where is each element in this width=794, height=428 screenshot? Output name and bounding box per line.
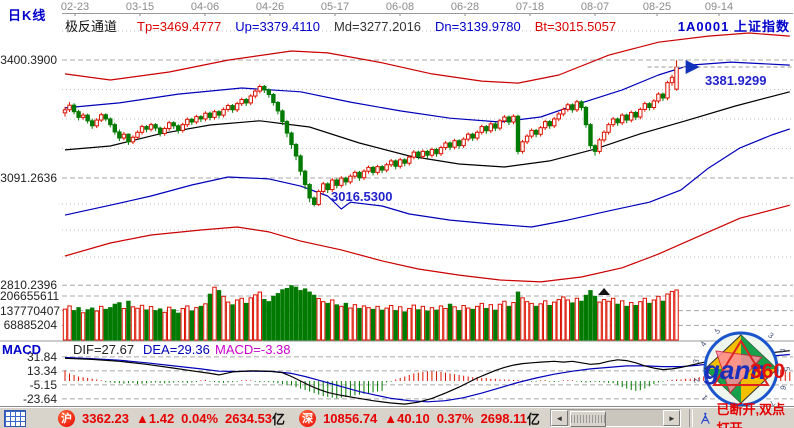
- sz-index-value[interactable]: 10856.74: [323, 410, 378, 426]
- high-price-label: 3381.9299: [705, 73, 767, 88]
- svg-text:3: 3: [692, 358, 701, 364]
- svg-text:6: 6: [778, 384, 788, 392]
- macd-dea-value: DEA=29.36: [143, 342, 210, 357]
- low-price-label: 3016.5300: [331, 189, 393, 204]
- volume-axis-label: 68885204: [3, 318, 57, 332]
- sh-change: ▲1.42: [136, 410, 175, 426]
- indicator-param: Up=3379.4110: [235, 19, 320, 34]
- svg-text:2: 2: [692, 377, 702, 384]
- connection-status[interactable]: 已断开,双点打开.: [716, 402, 786, 428]
- status-bar: 沪 3362.23 ▲1.42 0.04% 2634.53 亿 深 10856.7…: [0, 402, 794, 428]
- date-tick: 03-15: [125, 1, 155, 13]
- svg-text:4: 4: [699, 339, 709, 348]
- sh-percent: 0.04%: [181, 410, 219, 426]
- date-tick: 06-28: [450, 1, 480, 13]
- sz-percent: 0.37%: [436, 410, 474, 426]
- period-label[interactable]: 日K线: [8, 8, 47, 23]
- header-divider: [62, 13, 793, 17]
- connection-icon: [700, 412, 710, 424]
- price-axis-label: 3091.2636: [0, 171, 57, 185]
- date-tick: 04-06: [190, 1, 220, 13]
- svg-text:5: 5: [713, 329, 722, 336]
- volume-peak-marker: [598, 288, 611, 295]
- sh-amount-unit: 亿: [272, 411, 286, 427]
- macd-axis-label: 31.84: [26, 350, 57, 364]
- svg-text:360: 360: [750, 360, 785, 383]
- symbol-title[interactable]: 1A0001 上证指数: [678, 16, 790, 35]
- sz-amount: 2698.11: [480, 410, 527, 426]
- indicator-param: Dn=3139.9780: [435, 19, 521, 34]
- symbol-name: 上证指数: [733, 19, 790, 34]
- price-axis-label: 3400.3900: [0, 53, 57, 67]
- svg-text:5: 5: [782, 367, 791, 373]
- svg-text:6: 6: [732, 329, 738, 330]
- gann360-logo: gann 360 1234567890123456: [692, 329, 791, 409]
- statusbar-separator: [689, 409, 693, 427]
- sh-index-value[interactable]: 3362.23: [82, 410, 129, 426]
- svg-text:2: 2: [751, 329, 758, 331]
- date-tick: 08-25: [642, 1, 672, 13]
- macd-axis-label: -5.15: [29, 378, 57, 392]
- svg-text:3: 3: [766, 331, 775, 341]
- indicator-param: Tp=3469.4777: [137, 19, 222, 34]
- indicator-name[interactable]: 极反通道: [65, 19, 118, 34]
- indicator-param: Bt=3015.5057: [534, 19, 617, 34]
- sz-amount-unit: 亿: [526, 411, 540, 427]
- scroll-right-button[interactable]: ►: [663, 410, 681, 426]
- date-tick: 07-18: [515, 1, 545, 13]
- macd-indicator-label[interactable]: MACD: [2, 342, 41, 357]
- shenzhen-market-icon[interactable]: 深: [299, 409, 317, 427]
- date-tick: 02-23: [60, 1, 90, 13]
- indicator-param: Md=3277.2016: [333, 19, 422, 34]
- price-axis-label: 2810.2396: [0, 278, 57, 292]
- macd-axis-label: -23.64: [22, 392, 57, 406]
- svg-text:4: 4: [777, 347, 787, 356]
- svg-text:1: 1: [700, 392, 710, 402]
- logo-digit-ring: 1234567890123456: [692, 329, 791, 409]
- macd-bar-value: MACD=-3.38: [215, 342, 291, 357]
- grid-icon[interactable]: [4, 409, 26, 427]
- macd-axis-label: 13.34: [26, 364, 57, 378]
- date-tick: 08-07: [580, 1, 610, 13]
- price-pointer-triangle: [685, 60, 700, 75]
- indicator-params: Tp=3469.4777 Up=3379.4110 Md=3277.2016 Dn=3…: [137, 19, 630, 34]
- sz-change: ▲40.10: [384, 410, 430, 426]
- date-tick: 04-26: [255, 1, 285, 13]
- volume-axis-label: 206655611: [0, 289, 60, 303]
- shanghai-market-icon[interactable]: 沪: [58, 409, 75, 427]
- scroll-left-button[interactable]: ◄: [550, 410, 568, 426]
- indicator-row: 极反通道 Tp=3469.4777 Up=3379.4110 Md=3277.2016…: [65, 16, 630, 35]
- scrollbar-track[interactable]: [568, 411, 663, 427]
- horizontal-scrollbar[interactable]: ◄ ►: [549, 409, 682, 427]
- scrollbar-thumb[interactable]: [569, 411, 606, 427]
- date-tick: 05-17: [320, 1, 350, 13]
- macd-dif-value: DIF=27.67: [73, 342, 135, 357]
- svg-text:1: 1: [732, 329, 738, 330]
- svg-text:gann: gann: [703, 355, 766, 385]
- chart-canvas[interactable]: [0, 0, 794, 406]
- date-tick: 09-14: [704, 1, 734, 13]
- volume-axis-label: 137770407: [0, 304, 61, 318]
- date-tick: 06-08: [385, 1, 415, 13]
- sh-amount: 2634.53: [225, 410, 273, 426]
- symbol-code: 1A0001: [677, 19, 730, 34]
- svg-text:7: 7: [767, 399, 777, 409]
